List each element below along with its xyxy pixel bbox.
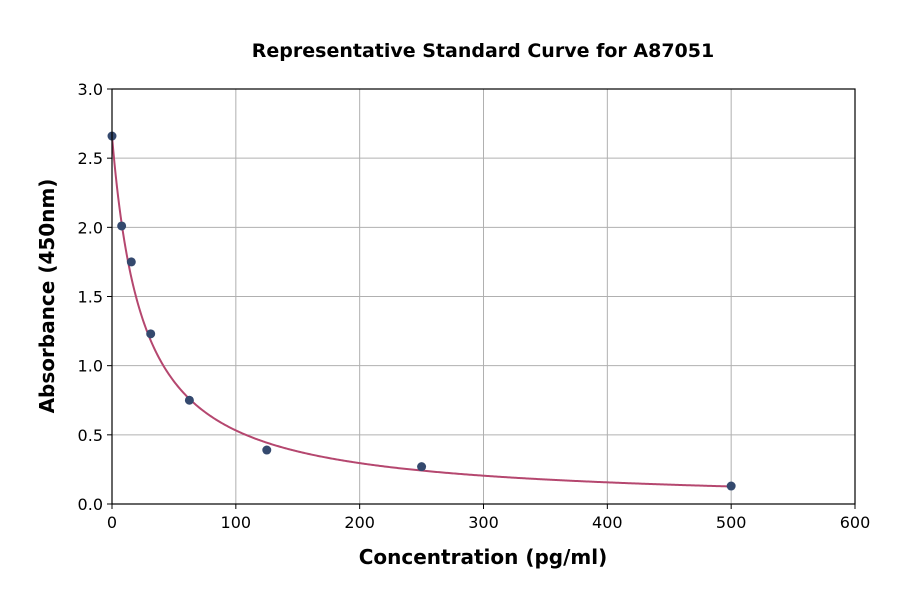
y-tick-label: 1.5 — [78, 288, 103, 307]
x-tick-label: 100 — [221, 513, 252, 532]
data-point — [417, 462, 427, 472]
data-point — [262, 445, 272, 455]
y-tick-label: 2.5 — [78, 149, 103, 168]
y-tick-label: 3.0 — [78, 80, 103, 99]
x-tick-label: 400 — [592, 513, 623, 532]
ticks: 0 100 200 300 400 500 600 0.0 0.5 1.0 1.5 2.0 2.5 3.0 — [78, 80, 871, 532]
plot-frame — [111, 88, 856, 505]
x-tick-label: 200 — [344, 513, 375, 532]
chart-title: Representative Standard Curve for A87051 — [252, 40, 714, 62]
y-tick-label: 0.0 — [78, 495, 103, 514]
data-point — [146, 329, 156, 339]
data-point — [184, 395, 194, 405]
x-tick-label: 600 — [840, 513, 871, 532]
y-tick-label: 1.0 — [78, 357, 103, 376]
data-point — [117, 221, 127, 231]
data-point — [726, 481, 736, 491]
y-axis-label: Absorbance (450nm) — [35, 179, 59, 414]
x-tick-label: 300 — [468, 513, 499, 532]
fit-curve — [111, 135, 732, 488]
data-points — [107, 131, 736, 491]
grid — [111, 88, 856, 505]
x-tick-label: 500 — [716, 513, 747, 532]
y-tick-label: 2.0 — [78, 218, 103, 237]
data-point — [126, 257, 136, 267]
x-tick-label: 0 — [107, 513, 117, 532]
y-tick-label: 0.5 — [78, 426, 103, 445]
x-axis-label: Concentration (pg/ml) — [359, 545, 608, 569]
